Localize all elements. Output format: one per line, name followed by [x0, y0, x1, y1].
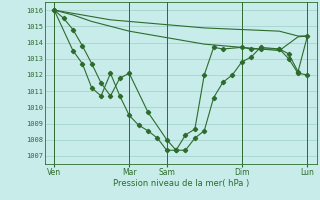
- X-axis label: Pression niveau de la mer( hPa ): Pression niveau de la mer( hPa ): [113, 179, 249, 188]
